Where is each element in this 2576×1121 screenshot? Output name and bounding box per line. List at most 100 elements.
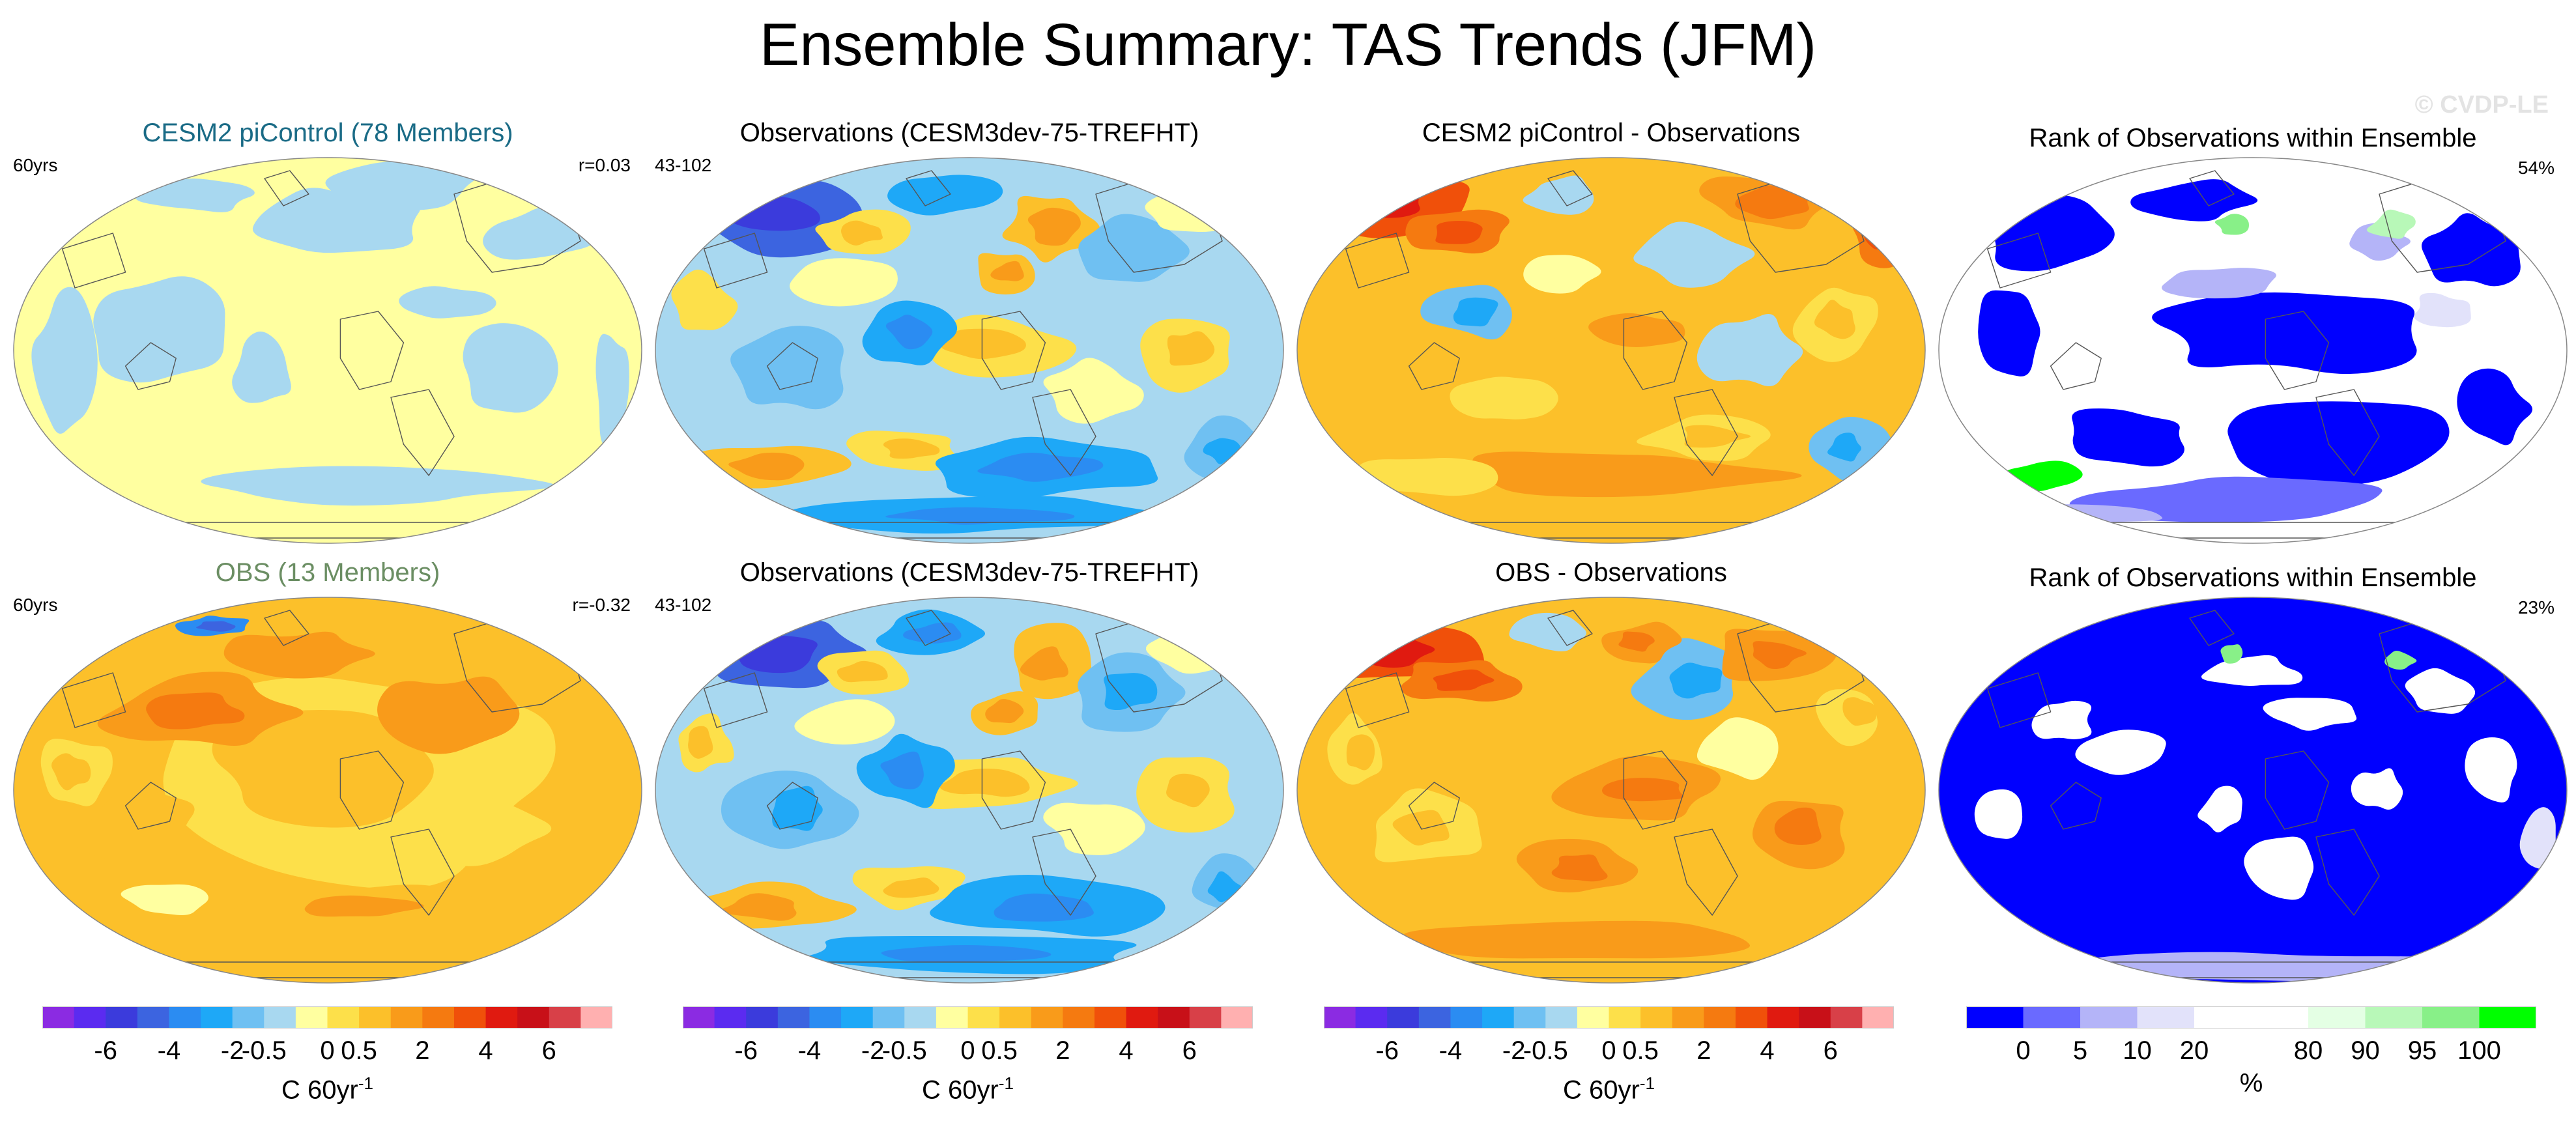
colorbar-swatch <box>872 1006 905 1029</box>
colorbar-swatch <box>232 1006 265 1029</box>
colorbar-swatch <box>1672 1006 1704 1029</box>
panel-diff-2: OBS - Observations <box>1295 557 1927 987</box>
colorbar-swatch <box>1577 1006 1610 1029</box>
colorbar-swatch <box>549 1006 581 1029</box>
colorbar-tick-label: 100 <box>2457 1036 2501 1065</box>
colorbar-swatch <box>2251 1006 2309 1029</box>
colorbar-tick-label: 0 <box>2016 1036 2031 1065</box>
colorbar-swatch <box>1830 1006 1863 1029</box>
colorbar-tick-label: 6 <box>1182 1036 1197 1065</box>
panel-title: Observations (CESM3dev-75-TREFHT) <box>739 558 1199 587</box>
panel-right-label: r=0.03 <box>578 155 631 175</box>
colorbar-swatch <box>1221 1006 1253 1029</box>
colorbar-tick-label: 80 <box>2293 1036 2323 1065</box>
colorbar-swatch <box>2479 1006 2536 1029</box>
colorbar-tick-label: -0.5 <box>881 1036 927 1065</box>
colorbar-swatches <box>1324 1006 1894 1029</box>
rank-colorbar: 0 5 10 20 80 90 95 100% <box>1966 1006 2536 1117</box>
copyright-watermark: © CVDP-LE <box>2414 91 2549 119</box>
colorbar-swatch <box>359 1006 392 1029</box>
colorbar-swatch <box>1450 1006 1483 1029</box>
colorbar-swatch <box>453 1006 487 1029</box>
colorbar-swatch <box>517 1006 550 1029</box>
colorbar-swatch <box>936 1006 969 1029</box>
colorbar-swatch <box>106 1006 138 1029</box>
panel-title: CESM2 piControl - Observations <box>1422 119 1801 147</box>
colorbar-swatch <box>2080 1006 2138 1029</box>
colorbar-swatch <box>967 1006 1000 1029</box>
colorbar-swatch <box>1482 1006 1515 1029</box>
map-rank <box>1938 157 2568 544</box>
colorbar-tick-label: 2 <box>1696 1036 1711 1065</box>
panel-title: Observations (CESM3dev-75-TREFHT) <box>739 119 1199 147</box>
colorbar-swatch <box>746 1006 779 1029</box>
map-observations <box>655 597 1284 984</box>
colorbar-swatch <box>1735 1006 1768 1029</box>
colorbar-swatch <box>1513 1006 1546 1029</box>
panel-right-label: 23% <box>2517 597 2555 617</box>
colorbar-tick-label: -2 <box>861 1036 885 1065</box>
colorbar-tick-label: -2 <box>220 1036 244 1065</box>
colorbar-tick-label: 0 <box>960 1036 975 1065</box>
colorbar-swatch <box>295 1006 328 1029</box>
map-difference <box>1296 597 1926 984</box>
panel-right-label: r=-0.32 <box>572 595 631 615</box>
panel-obs-2: Observations (CESM3dev-75-TREFHT) 43-102 <box>653 557 1285 987</box>
colorbar-swatch <box>485 1006 518 1029</box>
colorbar-swatch <box>422 1006 455 1029</box>
colorbar-tick-label: -4 <box>1438 1036 1463 1065</box>
colorbar-tick-label: 0 <box>1601 1036 1616 1065</box>
colorbar-swatch <box>1966 1006 2024 1029</box>
colorbar-swatches <box>42 1006 612 1029</box>
map-difference <box>1296 157 1926 544</box>
temp-colorbar-3: -6 -4 -2 -0.5 0 0.5 2 4 6 C 60yr-1 <box>1324 1006 1894 1117</box>
colorbar-swatch <box>1031 1006 1063 1029</box>
colorbar-swatch <box>1324 1006 1356 1029</box>
colorbar-tick-label: 2 <box>415 1036 430 1065</box>
colorbar-tick-label: 4 <box>478 1036 493 1065</box>
colorbar-tick-label: -0.5 <box>241 1036 287 1065</box>
panel-left-label: 43-102 <box>655 595 712 615</box>
panel-left-label: 60yrs <box>13 595 58 615</box>
panel-ens-mean-2: OBS (13 Members) 60yrs r=-0.32 <box>12 557 644 987</box>
colorbar-swatch <box>1126 1006 1158 1029</box>
colorbar-swatch <box>1355 1006 1388 1029</box>
colorbar-swatch <box>2308 1006 2366 1029</box>
colorbar-tick-label: 0.5 <box>341 1036 377 1065</box>
colorbar-swatch <box>809 1006 842 1029</box>
colorbar-tick-label: -4 <box>797 1036 822 1065</box>
map-ens-mean <box>13 157 642 544</box>
panel-diff-1: CESM2 piControl - Observations <box>1295 117 1927 547</box>
panel-title: OBS - Observations <box>1495 558 1727 587</box>
colorbar-tick-label: -2 <box>1502 1036 1526 1065</box>
colorbar-tick-label: 0 <box>320 1036 335 1065</box>
colorbar-tick-label: -4 <box>157 1036 181 1065</box>
panel-title: Rank of Observations within Ensemble <box>2029 124 2477 152</box>
colorbar-swatch <box>42 1006 75 1029</box>
colorbar-swatch <box>1545 1006 1578 1029</box>
colorbar-swatch <box>264 1006 296 1029</box>
colorbar-tick-label: 4 <box>1119 1036 1134 1065</box>
colorbar-swatches <box>683 1006 1253 1029</box>
temp-colorbar-2: -6 -4 -2 -0.5 0 0.5 2 4 6 C 60yr-1 <box>683 1006 1253 1117</box>
map-ens-mean <box>13 597 642 984</box>
colorbar-swatch <box>1158 1006 1190 1029</box>
panel-left-label: 60yrs <box>13 155 58 175</box>
colorbar-swatch <box>201 1006 233 1029</box>
colorbar-swatch <box>1640 1006 1673 1029</box>
map-observations <box>655 157 1284 544</box>
colorbar-tick-label: 20 <box>2179 1036 2209 1065</box>
colorbar-unit-label: C 60yr-1 <box>281 1073 373 1105</box>
colorbar-tick-label: 90 <box>2351 1036 2380 1065</box>
colorbar-swatch <box>777 1006 810 1029</box>
colorbar-tick-label: 5 <box>2072 1036 2088 1065</box>
colorbar-swatch <box>2422 1006 2480 1029</box>
colorbar-tick-label: -0.5 <box>1523 1036 1568 1065</box>
colorbar-tick-label: 6 <box>541 1036 556 1065</box>
panel-title: Rank of Observations within Ensemble <box>2029 563 2477 592</box>
colorbar-swatch <box>1418 1006 1452 1029</box>
colorbar-tick-label: 6 <box>1823 1036 1838 1065</box>
colorbar-tick-label: 0.5 <box>981 1036 1018 1065</box>
colorbar-swatch <box>904 1006 937 1029</box>
colorbar-swatch <box>683 1006 715 1029</box>
